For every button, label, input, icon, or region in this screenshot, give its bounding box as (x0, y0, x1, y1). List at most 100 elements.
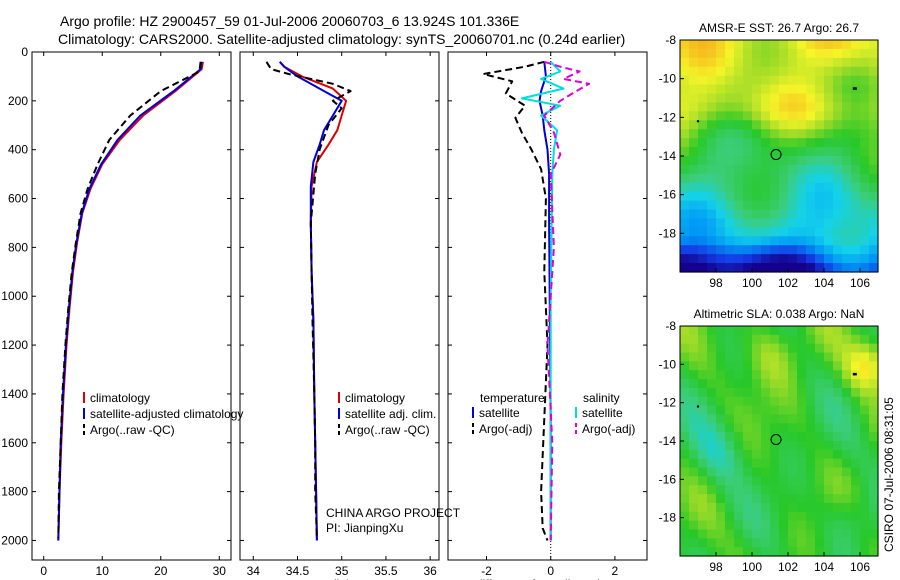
amsre_sst_map-cell (806, 245, 816, 255)
altimetric_sla_map-cell (833, 458, 843, 469)
altimetric_sla_map-cell (806, 529, 816, 539)
altimetric_sla_map-cell (680, 485, 690, 495)
amsre_sst_map-cell (752, 57, 762, 68)
altimetric_sla_map-cell (698, 547, 708, 557)
amsre_sst_map-cell (860, 48, 870, 59)
amsre_sst_map-cell (770, 156, 780, 166)
altimetric_sla_map-cell (770, 441, 780, 451)
altimetric_sla_map-cell (689, 494, 699, 504)
altimetric_sla_map-cell (689, 370, 699, 380)
altimetric_sla_map-cell (689, 502, 699, 513)
altimetric_sla_map-cell (680, 529, 690, 539)
amsre_sst_map-xtick-label: 98 (709, 276, 723, 290)
amsre_sst_map-cell (815, 111, 825, 121)
altimetric_sla_map-cell (743, 387, 753, 398)
amsre_sst_map-cell (860, 191, 870, 202)
altimetric_sla_map-cell (779, 423, 789, 433)
amsre_sst_map-cell (752, 227, 762, 237)
altimetric_sla_map-cell (869, 476, 879, 486)
altimetric_sla_map-cell (824, 476, 834, 486)
altimetric_sla_map-cell (824, 449, 834, 460)
altimetric_sla_map-cell (806, 441, 816, 451)
amsre_sst_map-island-dot (696, 120, 700, 123)
amsre_sst_map-cell (824, 111, 834, 121)
altimetric_sla_map-cell (725, 458, 735, 469)
amsre_sst_map-cell (698, 66, 708, 77)
amsre_sst_map-cell (851, 164, 861, 175)
altimetric_sla_map-cell (869, 494, 879, 504)
altimetric_sla_map-cell (698, 361, 708, 371)
altimetric_sla_map-cell (824, 458, 834, 469)
amsre_sst_map-cell (833, 129, 843, 139)
altimetric_sla_map-cell (725, 396, 735, 407)
altimetric_sla_map-cell (680, 538, 690, 548)
altimetric_sla_map-cell (734, 449, 744, 460)
altimetric_sla_map-cell (698, 432, 708, 442)
altimetric_sla_map-cell (824, 467, 834, 477)
altimetric_sla_map-cell (824, 538, 834, 548)
amsre_sst_map-cell (833, 57, 843, 68)
amsre_sst_map-cell (680, 93, 690, 104)
amsre_sst_map-cell (716, 111, 726, 121)
amsre_sst_map-cell (860, 209, 870, 220)
amsre_sst_map-cell (779, 156, 789, 166)
amsre_sst_map-cell (779, 263, 789, 273)
amsre_sst_map-cell (761, 66, 771, 77)
amsre_sst_map-float-position-marker (770, 149, 782, 161)
altimetric_sla_map-cell (698, 379, 708, 389)
amsre_sst_map-xtick-label: 104 (814, 276, 834, 290)
altimetric_sla_map-cell (860, 334, 870, 345)
amsre_sst_map-cell (698, 173, 708, 184)
altimetric_sla_map-cell (716, 361, 726, 371)
altimetric_sla_map-cell (680, 352, 690, 362)
amsre_sst_map-cell (734, 263, 744, 273)
amsre_sst_map-cell (680, 102, 690, 112)
altimetric_sla_map-cell (716, 396, 726, 407)
amsre_sst_map-cell (797, 209, 807, 220)
amsre_sst_map-cell (725, 129, 735, 139)
amsre_sst_map-cell (824, 40, 834, 50)
amsre_sst_map-cell (734, 138, 744, 148)
amsre_sst_map-cell (815, 227, 825, 237)
altimetric_sla_map-cell (869, 529, 879, 539)
altimetric_sla_map-cell (743, 520, 753, 531)
amsre_sst_map-cell (815, 164, 825, 175)
amsre_sst_map-cell (680, 227, 690, 237)
amsre_sst_map-cell (833, 66, 843, 77)
amsre_sst_map-cell (716, 102, 726, 112)
amsre_sst_map-cell (869, 57, 879, 68)
altimetric_sla_map-cell (689, 414, 699, 424)
temperature-axes-frame (31, 51, 232, 561)
amsre_sst_map-cell (752, 209, 762, 220)
amsre_sst_map-cell (833, 111, 843, 121)
amsre_sst_map-cell (743, 111, 753, 121)
altimetric_sla_map-cell (833, 370, 843, 380)
altimetric_sla_map-ytick-label: -14 (659, 434, 677, 448)
amsre_sst_map-cell (770, 93, 780, 104)
amsre_sst_map-cell (707, 66, 717, 77)
amsre_sst_map-cell (734, 227, 744, 237)
amsre_sst_map-cell (707, 245, 717, 255)
altimetric_sla_map-cell (734, 476, 744, 486)
amsre_sst_map-cell (698, 182, 708, 193)
altimetric_sla_map-cell (869, 352, 879, 362)
amsre_sst_map-cell (752, 164, 762, 175)
amsre_sst_map-cell (842, 111, 852, 121)
amsre_sst_map-cell (824, 48, 834, 59)
altimetric_sla_map-cell (788, 476, 798, 486)
amsre_sst_map-cell (788, 227, 798, 237)
altimetric_sla_map-cell (716, 520, 726, 531)
amsre_sst_map-cell (869, 245, 879, 255)
amsre_sst_map-cell (698, 138, 708, 148)
altimetric_sla_map-cell (779, 520, 789, 531)
difference-series-1-line (482, 60, 549, 541)
temperature-ytick-label: 1200 (1, 338, 28, 352)
altimetric_sla_map-cell (842, 352, 852, 362)
altimetric_sla_map-cell (725, 370, 735, 380)
altimetric_sla_map-cell (851, 379, 861, 389)
altimetric_sla_map-cell (761, 326, 771, 336)
altimetric_sla_map-cell (788, 361, 798, 371)
amsre_sst_map-cell (680, 48, 690, 59)
amsre_sst_map-cell (698, 209, 708, 220)
altimetric_sla_map-xtick-label: 106 (850, 560, 870, 574)
